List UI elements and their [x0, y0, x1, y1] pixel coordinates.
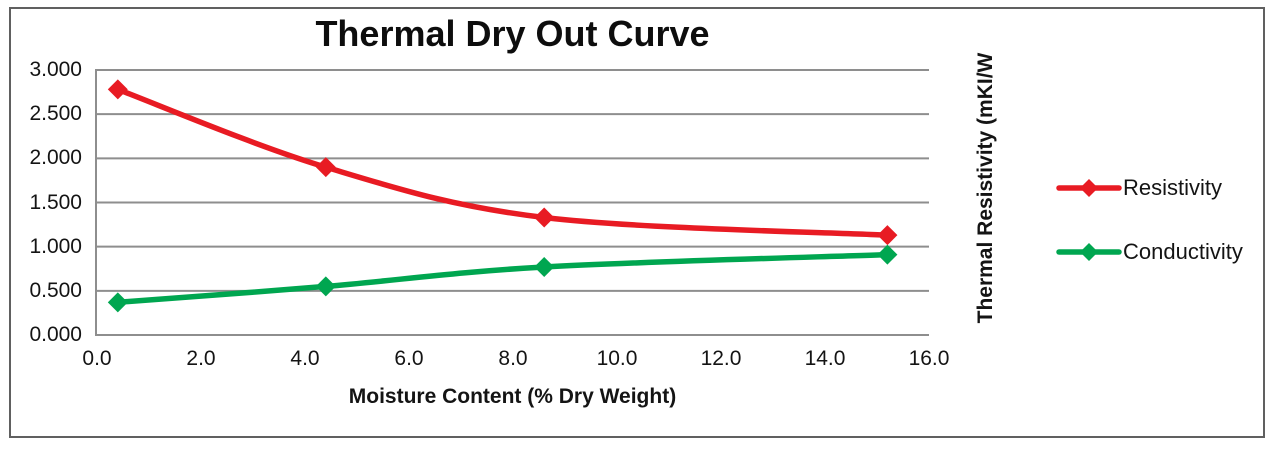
legend-line-marker-icon: [1056, 243, 1122, 261]
legend-line-marker-icon: [1056, 179, 1122, 197]
data-point-marker-resistivity: [877, 225, 898, 246]
data-point-marker-resistivity: [315, 157, 336, 178]
legend-diamond-icon: [1080, 179, 1098, 197]
data-point-marker-conductivity: [877, 244, 898, 265]
y-tick-label: 3.000: [29, 58, 82, 81]
x-tick-label: 6.0: [394, 347, 424, 370]
series-line-resistivity: [115, 86, 891, 238]
y-tick-label: 2.000: [29, 146, 82, 170]
y-tick-label: 0.000: [29, 323, 82, 346]
legend-diamond-icon: [1080, 243, 1098, 261]
legend-label: Conductivity: [1123, 239, 1243, 264]
y-tick-label: 2.500: [29, 102, 82, 126]
x-tick-label: 16.0: [908, 347, 950, 370]
right-axis-title: Thermal Resistivity (mKI/W: [974, 52, 997, 324]
x-tick-label: 10.0: [596, 347, 638, 370]
legend-item-resistivity: Resistivity: [1056, 173, 1222, 203]
data-point-marker-conductivity: [107, 292, 128, 313]
x-tick-label: 2.0: [186, 347, 216, 370]
data-point-marker-conductivity: [315, 276, 336, 297]
y-tick-label: 1.000: [29, 234, 82, 258]
y-tick-label: 1.500: [29, 190, 82, 214]
x-tick-label: 14.0: [804, 347, 846, 370]
x-tick-label: 8.0: [498, 347, 528, 370]
x-tick-label: 0.0: [82, 347, 112, 370]
data-point-marker-conductivity: [534, 256, 555, 277]
y-tick-label: 0.500: [29, 278, 82, 302]
x-tick-label: 12.0: [700, 347, 742, 370]
x-tick-label: 4.0: [290, 347, 320, 370]
data-point-marker-resistivity: [107, 79, 128, 100]
chart-title: Thermal Dry Out Curve: [315, 13, 710, 54]
legend-label: Resistivity: [1123, 175, 1223, 200]
legend-item-conductivity: Conductivity: [1056, 237, 1243, 267]
data-point-marker-resistivity: [534, 207, 555, 228]
series-line-conductivity: [115, 251, 891, 306]
x-axis-title: Moisture Content (% Dry Weight): [348, 385, 677, 408]
